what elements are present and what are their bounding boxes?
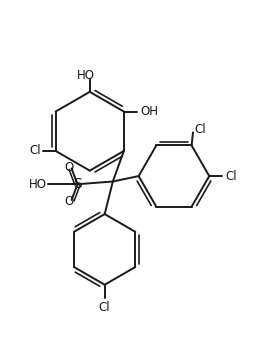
Text: HO: HO	[77, 69, 95, 82]
Text: Cl: Cl	[194, 123, 206, 136]
Text: Cl: Cl	[29, 144, 41, 158]
Text: Cl: Cl	[225, 170, 237, 183]
Text: O: O	[64, 195, 73, 208]
Text: O: O	[64, 161, 73, 174]
Text: S: S	[73, 177, 82, 191]
Text: HO: HO	[29, 178, 47, 191]
Text: OH: OH	[140, 105, 158, 118]
Text: Cl: Cl	[99, 301, 111, 314]
